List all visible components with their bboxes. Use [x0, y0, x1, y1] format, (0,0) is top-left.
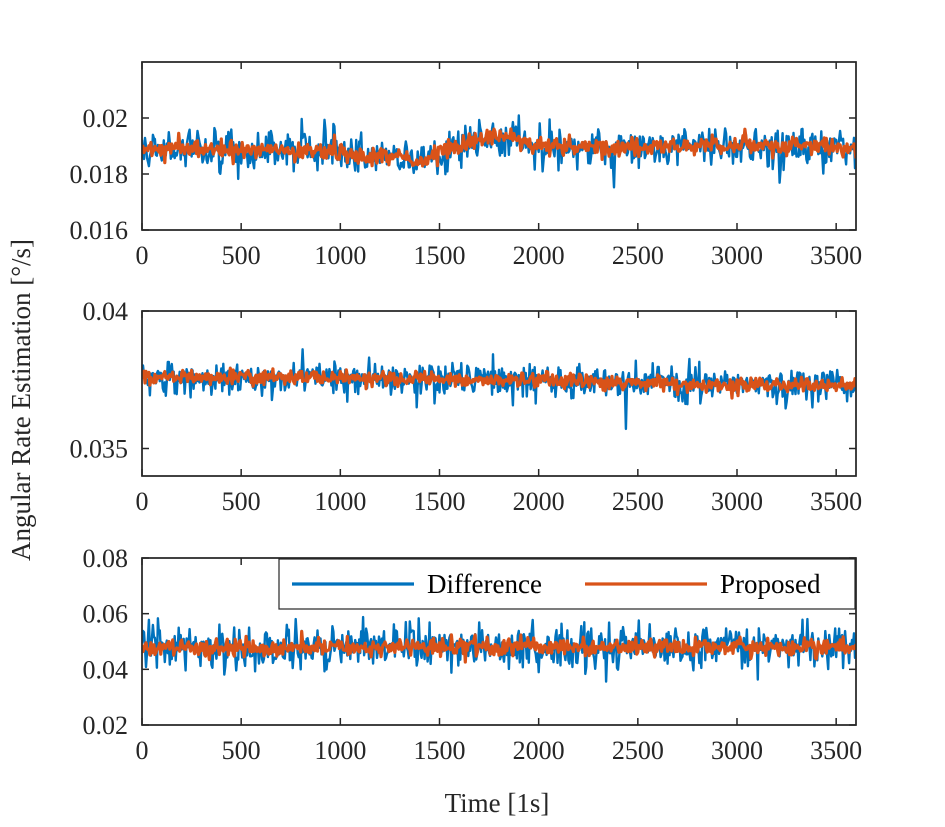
y-tick-label: 0.018 — [70, 160, 129, 189]
legend-label-difference: Difference — [427, 569, 542, 599]
x-tick-label: 3000 — [711, 241, 763, 270]
legend-label-proposed: Proposed — [720, 569, 821, 599]
x-tick-label: 1500 — [414, 487, 466, 516]
x-tick-label: 2500 — [612, 241, 664, 270]
y-tick-label: 0.016 — [70, 216, 129, 245]
x-tick-label: 3500 — [810, 241, 862, 270]
legend: Difference Proposed — [278, 558, 856, 610]
y-tick-label: 0.02 — [83, 104, 129, 133]
x-tick-label: 2000 — [513, 487, 565, 516]
x-tick-label: 3500 — [810, 736, 862, 765]
x-tick-label: 3500 — [810, 487, 862, 516]
x-tick-label: 2500 — [612, 487, 664, 516]
y-tick-label: 0.035 — [70, 435, 129, 464]
y-tick-label: 0.08 — [83, 544, 129, 573]
x-tick-label: 3000 — [711, 736, 763, 765]
x-tick-label: 1000 — [314, 736, 366, 765]
panel-top: 0 500 1000 1500 2000 2500 3000 3500 0.016 0.018 0.… — [70, 61, 862, 270]
x-tick-label: 2500 — [612, 736, 664, 765]
axes-border — [141, 557, 857, 726]
y-axis-label: Angular Rate Estimation [°/s] — [6, 239, 36, 561]
plot-area — [141, 310, 857, 477]
series-line-proposed — [142, 366, 856, 400]
x-tick-label: 500 — [222, 487, 261, 516]
x-axis-label: Time [1s] — [445, 788, 550, 818]
y-tick-label: 0.06 — [83, 600, 129, 629]
x-tick-label: 1500 — [414, 736, 466, 765]
y-tick-label: 0.04 — [83, 655, 129, 684]
series-line-proposed — [142, 127, 856, 168]
x-tick-label: 500 — [222, 241, 261, 270]
x-tick-label: 1000 — [314, 241, 366, 270]
y-tick-label: 0.02 — [83, 711, 129, 740]
panels: 0 500 1000 1500 2000 2500 3000 3500 0.016 0.018 0.… — [70, 61, 863, 765]
x-tick-label: 500 — [222, 736, 261, 765]
panel-middle: 0 500 1000 1500 2000 2500 3000 3500 0.035 0.04 — [70, 297, 863, 516]
series-line-proposed — [142, 629, 856, 664]
axes-border — [141, 61, 857, 231]
x-tick-label: 1000 — [314, 487, 366, 516]
x-tick-label: 3000 — [711, 487, 763, 516]
y-tick-label: 0.04 — [83, 297, 129, 326]
x-tick-label: 2000 — [513, 736, 565, 765]
x-tick-label: 0 — [136, 487, 149, 516]
x-tick-label: 2000 — [513, 241, 565, 270]
x-tick-label: 1500 — [414, 241, 466, 270]
x-tick-label: 0 — [136, 736, 149, 765]
x-tick-label: 0 — [136, 241, 149, 270]
axes-border — [141, 310, 857, 477]
